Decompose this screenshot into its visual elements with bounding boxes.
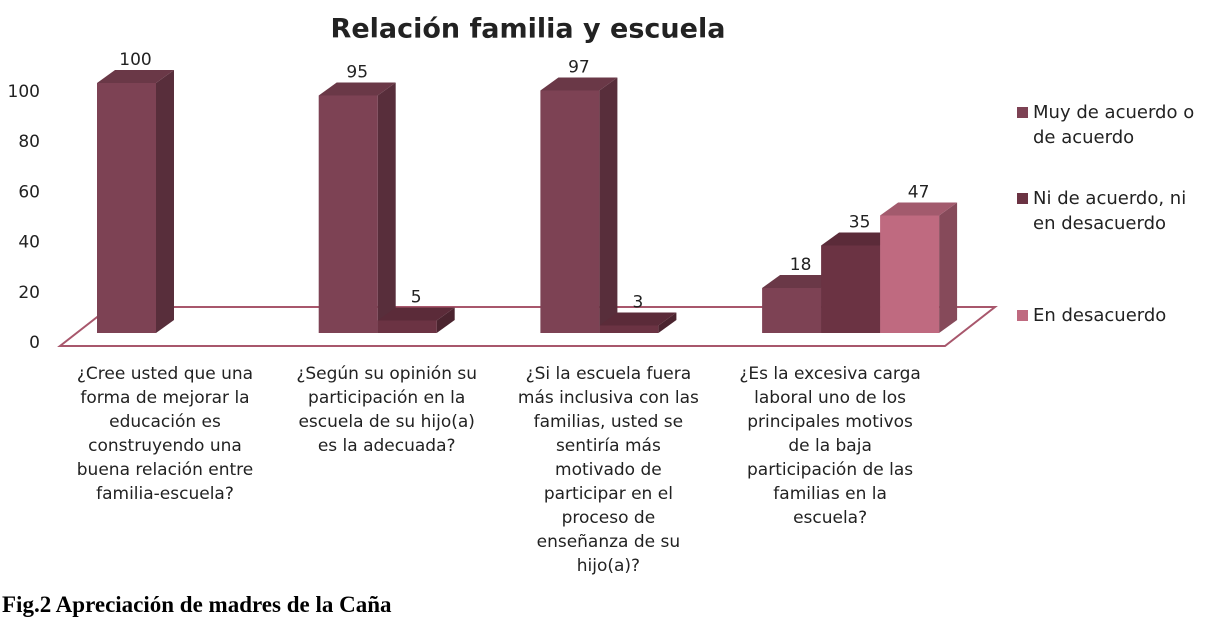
- bar-side: [599, 77, 618, 333]
- bar-front: [377, 320, 437, 333]
- bar-side: [658, 312, 677, 333]
- bar-front: [599, 325, 659, 333]
- legend-label: Ni de acuerdo, ni en desacuerdo: [1033, 188, 1187, 234]
- bar: [540, 77, 618, 333]
- bar-top: [880, 202, 958, 216]
- data-label: 47: [908, 183, 930, 203]
- y-tick-label: 20: [18, 283, 40, 303]
- bar-top: [821, 232, 899, 246]
- bar-top: [97, 70, 174, 83]
- y-tick-label: 100: [8, 82, 40, 102]
- data-label: 3: [632, 293, 643, 313]
- x-tick-label: ¿Es la excesiva carga laboral uno de los…: [739, 364, 921, 528]
- bar-top: [762, 275, 840, 288]
- data-label: 5: [411, 288, 422, 308]
- data-label: 95: [346, 63, 368, 83]
- data-label: 100: [119, 50, 151, 70]
- bar: [97, 70, 174, 333]
- bar-front: [821, 245, 881, 333]
- bar-front: [540, 90, 600, 333]
- legend-label: Muy de acuerdo o de acuerdo: [1033, 102, 1195, 148]
- data-label: 18: [790, 255, 812, 275]
- bar-top: [540, 77, 618, 91]
- bar: [880, 202, 958, 333]
- x-tick-label: ¿Según su opinión su participación en la…: [296, 364, 478, 456]
- x-tick-label: ¿Si la escuela fuera más inclusiva con l…: [517, 364, 699, 576]
- legend-swatch: [1017, 193, 1028, 204]
- floor: [57, 306, 998, 347]
- bar-top: [599, 312, 677, 326]
- y-tick-label: 40: [18, 233, 40, 253]
- data-label: 97: [568, 58, 590, 78]
- bar-side: [377, 82, 396, 333]
- bar-top: [377, 307, 455, 321]
- y-tick-label: 80: [18, 132, 40, 152]
- bar-front: [318, 95, 378, 333]
- x-tick-label: ¿Cree usted que una forma de mejorar la …: [76, 364, 254, 504]
- bar-front: [97, 83, 156, 333]
- y-tick-label: 60: [18, 182, 40, 202]
- chart-title: Relación familia y escuela: [331, 14, 726, 45]
- data-label: 35: [849, 213, 871, 233]
- bar-top: [318, 82, 396, 96]
- bar-side: [939, 202, 958, 333]
- bar-side: [436, 307, 455, 333]
- bar: [377, 307, 455, 333]
- y-tick-label: 0: [29, 333, 40, 353]
- legend-swatch: [1017, 310, 1028, 321]
- caption: Fig.2 Apreciación de madres de la Caña: [2, 592, 392, 617]
- legend-swatch: [1017, 107, 1028, 118]
- bar-front: [762, 288, 822, 333]
- legend-label: En desacuerdo: [1033, 305, 1167, 326]
- bar: [318, 82, 396, 333]
- bar: [599, 312, 677, 333]
- bar-front: [880, 215, 940, 333]
- bar-side: [156, 70, 174, 333]
